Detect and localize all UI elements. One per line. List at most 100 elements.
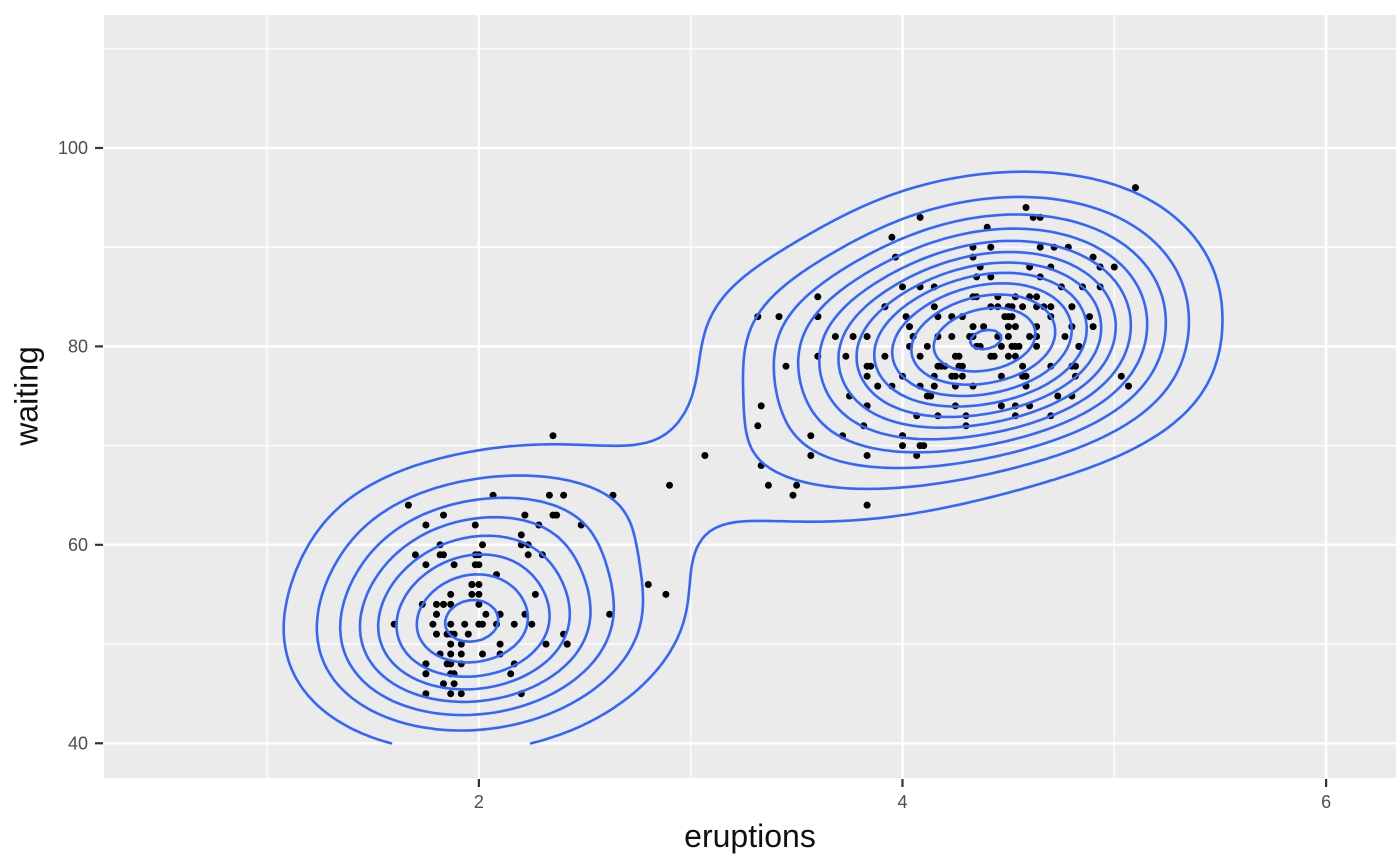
data-point [479,650,486,658]
data-point [436,551,444,559]
data-point [524,551,532,559]
data-point [521,511,529,519]
data-point [987,352,995,360]
data-point [447,620,455,628]
data-point [1047,303,1055,311]
data-point [447,650,455,658]
data-point [782,362,790,370]
data-point [948,372,956,380]
data-point [930,382,938,390]
data-point [468,581,476,588]
data-point [1004,323,1012,331]
data-point [955,352,963,360]
data-point [1075,342,1083,350]
data-point [666,481,673,489]
data-point [496,640,504,648]
data-point [899,283,906,291]
data-point [440,600,447,608]
data-point [997,342,1005,350]
data-point [958,372,966,380]
data-point [948,333,956,340]
density-contour [315,195,1191,732]
data-point [701,452,709,459]
x-tick-label: 4 [897,792,907,812]
data-point [429,620,437,628]
data-point [475,620,483,628]
data-point [507,670,515,678]
data-point [913,452,921,459]
density-contour [395,250,1117,678]
data-point [980,323,988,331]
data-point [531,590,539,598]
data-point [916,442,924,450]
data-point [906,323,913,331]
data-point [1061,333,1069,340]
data-point [517,531,525,539]
data-point [764,481,772,489]
data-point [440,680,447,688]
data-point [1117,372,1125,380]
data-point [1011,352,1019,360]
data-point [793,481,801,489]
density-contour [358,227,1149,704]
data-point [969,323,977,331]
density-contour [443,271,1088,643]
data-point [888,233,896,241]
data-point [479,541,486,549]
data-point [1033,342,1041,350]
data-point [1089,253,1097,261]
data-point [1019,303,1027,311]
data-point [1132,184,1139,192]
data-point [461,620,469,628]
density-contour [338,213,1168,717]
data-point [422,521,430,529]
density-contour [932,306,1037,373]
data-point [549,511,557,519]
data-point [775,313,783,321]
density-contour [890,282,1073,398]
data-point [528,620,536,628]
data-point [450,680,458,688]
data-point [606,610,614,618]
data-point [874,382,882,390]
data-point [863,452,871,459]
data-point [1054,392,1062,400]
y-axis-title: waiting [8,346,45,446]
data-point [542,640,550,648]
data-point [916,352,924,360]
data-point [450,561,458,569]
data-point [863,372,871,380]
data-point [930,303,938,311]
data-point [831,333,839,340]
data-point [422,670,430,678]
data-point [475,590,483,598]
density-contour [968,328,1003,351]
data-point [447,640,455,648]
density-contour [282,170,1224,745]
data-point [1008,313,1016,321]
data-point [1019,362,1027,370]
data-point [1022,372,1030,380]
data-point [1036,243,1044,251]
x-tick-label: 6 [1321,792,1331,812]
data-point [549,432,557,440]
density-contour [415,261,1103,664]
data-point [404,501,412,509]
data-point [433,630,440,638]
data-point [923,342,931,350]
data-point [443,660,451,668]
data-point [1011,323,1019,331]
data-point [757,402,765,410]
y-tick-label: 80 [68,336,88,356]
data-point [468,590,476,598]
data-point [916,213,924,221]
y-tick-label: 100 [58,138,88,158]
data-point [849,333,857,340]
data-point [433,610,440,618]
data-point [807,432,815,440]
data-point [754,422,762,430]
data-point [987,243,995,251]
data-point [471,561,479,569]
data-point [807,452,815,459]
